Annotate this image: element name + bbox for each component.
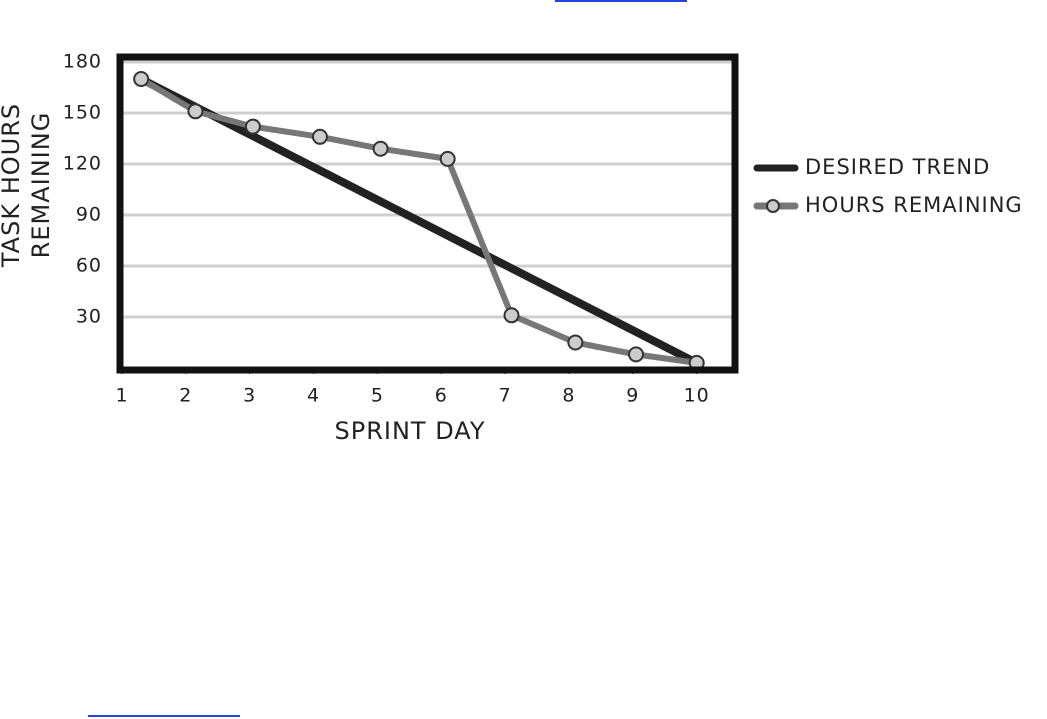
- plot-frame: [116, 53, 739, 374]
- data-point: [567, 334, 584, 351]
- x-tick-label: 2: [179, 385, 192, 407]
- x-tick-label: 6: [435, 385, 448, 407]
- y-tick-label: 180: [63, 51, 102, 73]
- y-axis-label: TASK HOURS REMAINING: [0, 103, 55, 268]
- x-tick-label: 7: [499, 385, 512, 407]
- y-axis-label-line: REMAINING: [27, 112, 55, 259]
- x-tick-label: 5: [371, 385, 384, 407]
- data-point: [187, 103, 204, 120]
- series-line: [138, 76, 700, 366]
- x-axis-label: SPRINT DAY: [335, 417, 486, 445]
- data-point: [133, 71, 150, 87]
- data-point: [503, 307, 520, 324]
- x-tick-label: 3: [243, 385, 256, 407]
- x-tick-label: 9: [626, 385, 639, 407]
- y-tick-label: 30: [76, 306, 102, 328]
- data-point: [372, 140, 389, 157]
- data-point: [244, 118, 261, 135]
- data-point: [439, 150, 456, 167]
- y-tick-label: 150: [63, 102, 102, 124]
- legend-marker: [766, 199, 780, 213]
- plot: [133, 71, 705, 371]
- legend-label: HOURS REMAINING: [805, 193, 1023, 217]
- y-axis-label-line: TASK HOURS: [0, 103, 25, 268]
- x-tick-label: 1: [115, 385, 128, 407]
- data-point: [311, 128, 328, 145]
- y-tick-label: 90: [76, 204, 102, 226]
- grid: [122, 60, 735, 319]
- y-tick-label: 60: [76, 255, 102, 277]
- x-tick-label: 4: [307, 385, 320, 407]
- y-tick-label: 120: [63, 153, 102, 175]
- legend: DESIRED TREND HOURS REMAINING: [753, 155, 1023, 217]
- series-line: [137, 75, 701, 367]
- data-point: [628, 346, 645, 363]
- legend-label: DESIRED TREND: [805, 155, 990, 179]
- x-tick-label: 8: [562, 385, 575, 407]
- x-tick-label: 10: [684, 385, 710, 407]
